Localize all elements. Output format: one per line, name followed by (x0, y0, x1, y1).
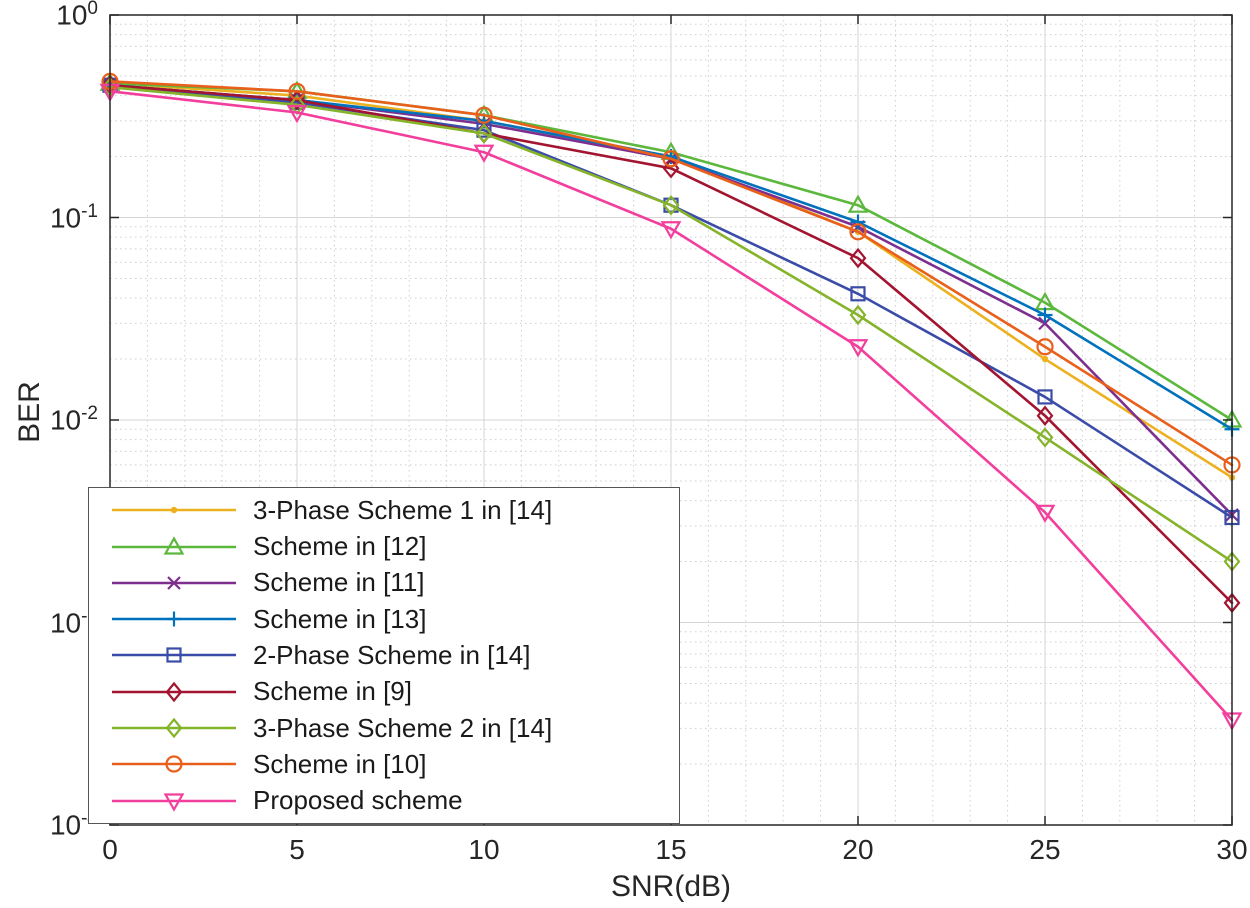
triangle-down-legend-marker-icon (112, 793, 236, 812)
y-tick-label: 10-1 (26, 201, 98, 234)
y-tick-exponent: -2 (81, 403, 98, 424)
y-tick-label: 100 (26, 0, 98, 31)
legend-item-scheme-in-12: Scheme in [12] (109, 530, 673, 564)
y-tick-base: 10 (49, 606, 82, 638)
x-tick-label: 30 (1216, 834, 1248, 865)
legend-item-scheme-in-10: Scheme in [10] (109, 747, 673, 781)
diamond-legend-marker-icon (112, 717, 236, 739)
legend-label: Scheme in [10] (253, 748, 427, 779)
x-tick-label: 25 (1029, 834, 1061, 865)
legend-item-scheme-in-9: Scheme in [9] (109, 675, 673, 709)
circle-legend-marker-icon (112, 755, 236, 773)
legend-item-2-phase-scheme-in-14: 2-Phase Scheme in [14] (109, 638, 673, 672)
legend-label: Scheme in [13] (253, 603, 427, 634)
legend-label: 3-Phase Scheme 2 in [14] (253, 712, 553, 743)
legend-item-3-phase-scheme-1-in-14: 3-Phase Scheme 1 in [14] (109, 493, 673, 527)
triangle-up-legend-marker-icon (112, 535, 236, 555)
x-tick-label: 5 (289, 834, 305, 865)
legend-label: 3-Phase Scheme 1 in [14] (253, 494, 553, 525)
legend-item-3-phase-scheme-2-in-14: 3-Phase Scheme 2 in [14] (109, 711, 673, 745)
y-tick-label: 10-2 (26, 403, 98, 436)
legend: 3-Phase Scheme 1 in [14] Scheme in [12] Sc… (88, 487, 680, 824)
x-tick-label: 0 (102, 834, 118, 865)
y-tick-exponent: 0 (87, 0, 98, 19)
y-tick-base: 10 (49, 404, 82, 436)
legend-label: Scheme in [12] (253, 531, 427, 562)
legend-item-scheme-in-11: Scheme in [11] (109, 566, 673, 600)
diamond-legend-marker-icon (112, 681, 236, 703)
y-tick-base: 10 (49, 201, 82, 233)
x-legend-marker-icon (112, 576, 236, 590)
plus-legend-marker-icon (112, 611, 236, 627)
x-tick-label: 10 (468, 834, 500, 865)
legend-item-scheme-in-13: Scheme in [13] (109, 602, 673, 636)
y-tick-base: 10 (49, 809, 82, 841)
x-axis-label: SNR(dB) (610, 870, 731, 903)
x-tick-label: 20 (842, 834, 874, 865)
legend-label: 2-Phase Scheme in [14] (253, 639, 531, 670)
legend-label: Proposed scheme (253, 785, 463, 816)
legend-label: Scheme in [9] (253, 676, 412, 707)
legend-label: Scheme in [11] (253, 567, 425, 598)
dot-legend-marker-icon (112, 507, 236, 514)
x-tick-label: 15 (655, 834, 687, 865)
y-tick-base: 10 (56, 0, 88, 31)
legend-item-proposed-scheme: Proposed scheme (109, 784, 673, 818)
y-tick-exponent: -1 (81, 200, 98, 222)
square-legend-marker-icon (112, 647, 236, 664)
